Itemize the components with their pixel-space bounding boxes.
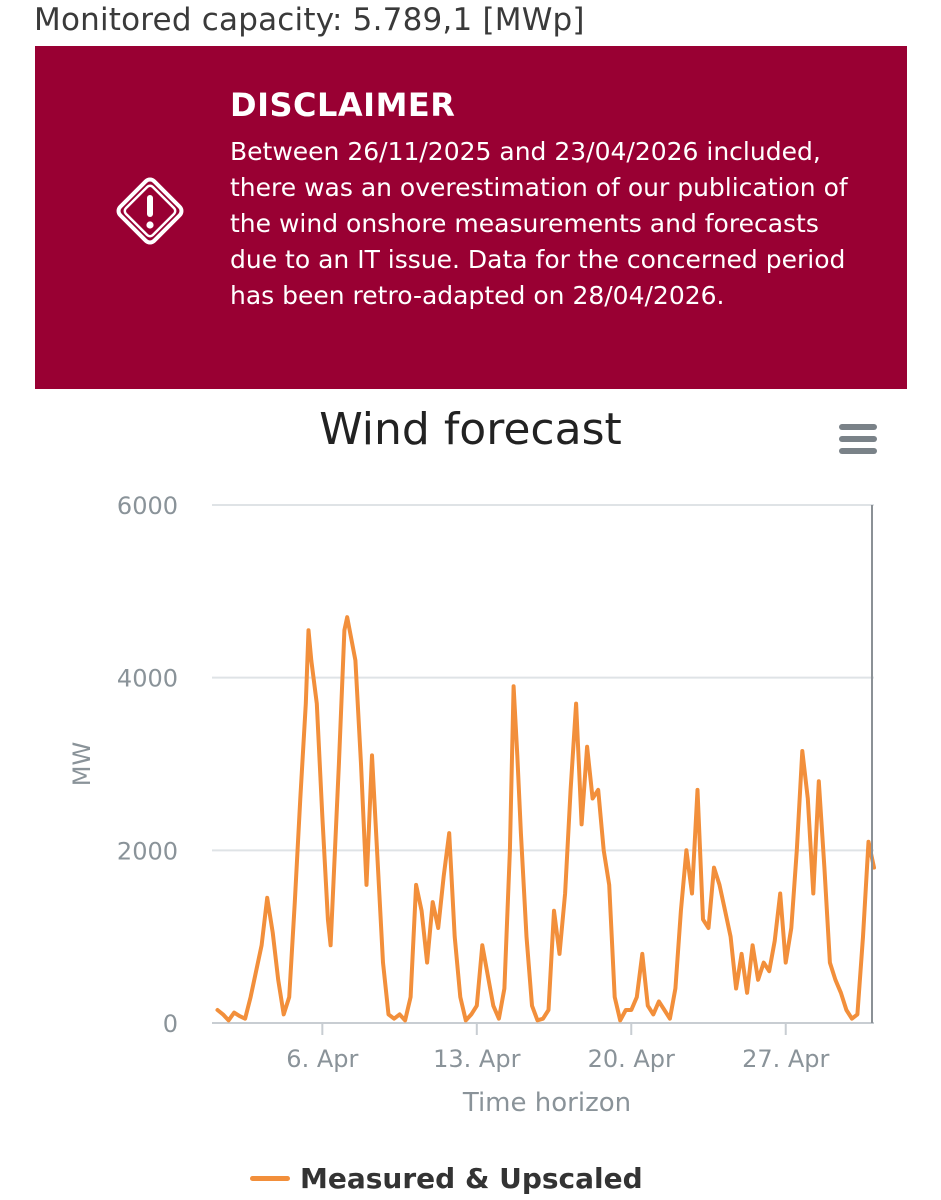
chart-title: Wind forecast [319, 404, 622, 455]
disclaimer-text: Between 26/11/2025 and 23/04/2026 includ… [230, 137, 848, 310]
hamburger-menu-icon [839, 448, 877, 454]
grid-lines [212, 504, 874, 1024]
y-axis-ticks: 0 2000 4000 6000 [117, 492, 178, 1038]
wind-forecast-chart: 0 2000 4000 6000 6. Apr 13. Apr 20. Apr 27. Ap… [68, 492, 876, 1118]
legend-swatch [250, 1175, 290, 1181]
y-tick-label: 2000 [117, 837, 178, 865]
legend-label: Measured & Upscaled [300, 1161, 643, 1195]
x-tick-label: 6. Apr [286, 1045, 358, 1073]
hamburger-menu-icon [839, 436, 877, 442]
x-tick-label: 27. Apr [742, 1045, 829, 1073]
legend-item-measured[interactable]: Measured & Upscaled [250, 1158, 643, 1198]
hamburger-menu-icon [839, 424, 877, 430]
series-lines [215, 615, 876, 1023]
series-line [215, 615, 876, 1023]
monitored-capacity: Monitored capacity: 5.789,1 [MWp] [34, 2, 585, 38]
chart-menu-button[interactable] [837, 422, 879, 456]
y-tick-label: 6000 [117, 492, 178, 520]
y-axis-label: MW [68, 742, 96, 786]
x-tick-label: 20. Apr [588, 1045, 675, 1073]
disclaimer-title: DISCLAIMER [230, 86, 456, 124]
disclaimer-banner: DISCLAIMER Between 26/11/2025 and 23/04/… [35, 46, 907, 389]
y-tick-label: 4000 [117, 665, 178, 693]
x-axis-ticks: 6. Apr 13. Apr 20. Apr 27. Apr [286, 1023, 830, 1073]
y-tick-label: 0 [163, 1010, 178, 1038]
x-axis-label: Time horizon [462, 1088, 631, 1118]
warning-diamond-icon [116, 177, 184, 245]
x-tick-label: 13. Apr [433, 1045, 520, 1073]
